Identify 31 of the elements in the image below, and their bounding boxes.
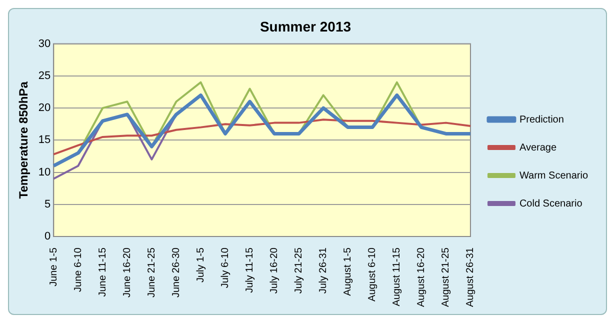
- x-tick-label: August 11-15: [392, 247, 403, 306]
- y-tick-label: 15: [38, 134, 51, 146]
- x-tick-label: August 16-20: [416, 247, 428, 308]
- x-tick-label: June 21-25: [146, 247, 158, 298]
- x-tick-label: August 1-5: [342, 247, 354, 296]
- x-tick-label: June 26-30: [170, 247, 182, 298]
- x-tick-label: June 11-15: [97, 247, 108, 297]
- x-tick-label: July 16-20: [269, 247, 280, 294]
- x-tick-label: August 21-25: [440, 247, 452, 308]
- y-tick-label: 20: [38, 102, 51, 114]
- legend-label: Average: [519, 142, 557, 154]
- x-tick-label: July 21-25: [294, 247, 305, 294]
- chart-title: Summer 2013: [260, 18, 352, 34]
- x-tick-label: July 1-5: [196, 247, 206, 283]
- y-tick-label: 10: [38, 166, 51, 178]
- x-tick-label: June 6-10: [72, 247, 84, 292]
- y-tick-label: 0: [44, 230, 51, 243]
- legend-label: Prediction: [519, 114, 564, 126]
- x-tick-label: August 6-10: [367, 247, 378, 302]
- y-tick-label: 25: [38, 70, 51, 82]
- y-tick-label: 30: [38, 38, 51, 50]
- x-tick-label: August 26-31: [465, 247, 476, 308]
- x-tick-label: July 6-10: [220, 247, 232, 288]
- x-tick-label: June 1-5: [48, 247, 60, 286]
- x-tick-label: July 26-31: [318, 247, 330, 294]
- x-tick-label: July 11-15: [244, 247, 256, 293]
- y-tick-label: 5: [44, 198, 51, 210]
- x-tick-label: June 16-20: [122, 247, 133, 298]
- legend-label: Cold Scenario: [519, 198, 583, 210]
- legend-label: Warm Scenario: [519, 170, 588, 182]
- y-axis-title: Temperature 850hPa: [16, 81, 31, 199]
